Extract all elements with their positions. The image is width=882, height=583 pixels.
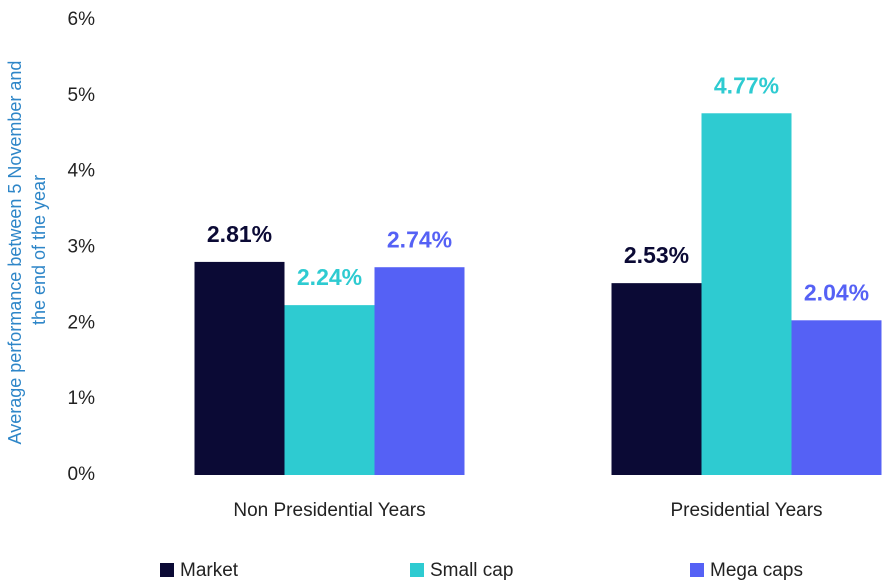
x-tick-label: Presidential Years (670, 500, 822, 521)
data-label: 4.77% (714, 72, 779, 98)
y-tick-label: 0% (68, 464, 96, 485)
data-label: 2.81% (207, 221, 272, 247)
bar (791, 320, 882, 475)
y-tick-label: 5% (68, 85, 96, 106)
y-tick-label: 2% (68, 312, 96, 333)
data-label: 2.04% (804, 279, 869, 305)
bar (374, 267, 465, 475)
bar (194, 261, 285, 475)
bar (284, 305, 375, 475)
y-tick-label: 4% (68, 161, 96, 182)
y-axis-label-line: Average performance between 5 November a… (5, 61, 25, 445)
bar (611, 283, 702, 475)
legend-label: Small cap (430, 560, 513, 581)
bar (701, 113, 792, 476)
legend-label: Market (180, 560, 239, 581)
data-label: 2.53% (624, 242, 689, 268)
data-label: 2.74% (387, 226, 452, 252)
y-axis-label-line: the end of the year (29, 175, 49, 325)
legend-swatch (410, 563, 424, 577)
y-tick-label: 3% (68, 237, 96, 258)
y-tick-label: 1% (68, 388, 96, 409)
y-tick-label: 6% (68, 9, 96, 30)
x-tick-label: Non Presidential Years (233, 500, 425, 521)
legend-swatch (160, 563, 174, 577)
legend-label: Mega caps (710, 560, 803, 581)
data-label: 2.24% (297, 264, 362, 290)
y-axis-label: Average performance between 5 November a… (5, 56, 49, 445)
legend-swatch (690, 563, 704, 577)
